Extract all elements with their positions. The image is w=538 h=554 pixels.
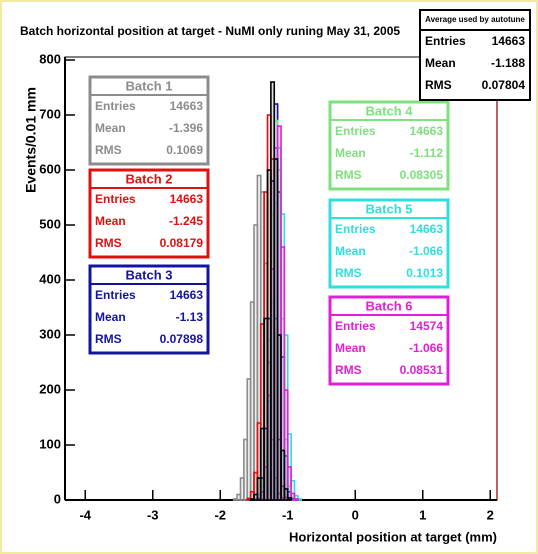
stats-label: Entries: [335, 124, 376, 138]
stats-label: Entries: [335, 319, 376, 333]
stats-box: [88, 168, 210, 259]
y-tick-label: 100: [39, 436, 61, 451]
histogram-bar: [280, 449, 286, 501]
stats-label: RMS: [95, 332, 122, 346]
y-tick-label: 400: [39, 271, 61, 286]
stats-value: 14663: [410, 124, 444, 138]
stats-box: [328, 295, 450, 386]
histogram-bar: [273, 158, 279, 501]
stats-value: -1.066: [409, 341, 443, 355]
legend-label: Batch 3: [126, 267, 173, 282]
stats-label: Mean: [425, 56, 456, 70]
stats-value: 0.08531: [400, 363, 444, 377]
stats-value: 0.07804: [482, 78, 526, 92]
stats-label: Mean: [335, 244, 366, 258]
stats-value: 14663: [170, 99, 204, 113]
x-tick-label: 2: [487, 507, 494, 522]
stats-label: RMS: [335, 168, 362, 182]
x-tick-label: -3: [147, 507, 159, 522]
histogram-bar: [290, 492, 296, 501]
stats-label: Entries: [95, 288, 136, 302]
x-tick-label: -2: [214, 507, 226, 522]
y-axis-label: Events/0.01 mm: [23, 87, 39, 193]
x-tick-label: 1: [419, 507, 426, 522]
histogram-bar: [283, 488, 289, 501]
stats-value: 0.1069: [166, 143, 203, 157]
legend-label: Batch 5: [366, 201, 413, 216]
x-tick-label: 0: [352, 507, 359, 522]
stats-value: -1.188: [491, 56, 525, 70]
stats-label: Mean: [95, 310, 126, 324]
x-axis-label: Horizontal position at target (mm): [289, 529, 497, 544]
stats-box: [88, 75, 210, 166]
stats-value: -1.066: [409, 244, 443, 258]
stats-label: Mean: [335, 341, 366, 355]
stats-label: Entries: [95, 99, 136, 113]
stats-value: 14663: [410, 222, 444, 236]
y-tick-label: 600: [39, 161, 61, 176]
x-tick-label: -1: [282, 507, 294, 522]
stats-label: Entries: [95, 192, 136, 206]
stats-value: 0.08179: [160, 236, 204, 250]
stats-label: Mean: [335, 146, 366, 160]
y-tick-label: 800: [39, 51, 61, 66]
average-box: [419, 9, 531, 101]
y-tick-label: 0: [54, 491, 61, 506]
legend-label: Batch 2: [126, 171, 173, 186]
stats-value: 0.07898: [160, 332, 204, 346]
stats-label: Entries: [335, 222, 376, 236]
chart-title: Batch horizontal position at target - Nu…: [20, 24, 400, 38]
average-box-title: Average used by autotune: [425, 15, 525, 24]
stats-value: 14663: [170, 192, 204, 206]
stats-box: [328, 100, 450, 191]
stats-label: RMS: [335, 363, 362, 377]
histogram-bar: [293, 498, 299, 501]
legend-label: Batch 1: [126, 78, 173, 93]
legend-label: Batch 6: [366, 298, 413, 313]
stats-value: -1.396: [169, 121, 203, 135]
stats-box: [328, 198, 450, 289]
stats-box: [88, 264, 210, 355]
stats-label: Entries: [425, 34, 466, 48]
stats-value: -1.13: [176, 310, 204, 324]
stats-value: 0.08305: [400, 168, 444, 182]
stats-value: 14574: [410, 319, 444, 333]
y-tick-label: 700: [39, 106, 61, 121]
y-tick-label: 200: [39, 381, 61, 396]
y-tick-label: 500: [39, 216, 61, 231]
stats-value: 14663: [492, 34, 526, 48]
histogram-bar: [276, 334, 282, 501]
stats-value: 0.1013: [406, 266, 443, 280]
stats-label: Mean: [95, 214, 126, 228]
stats-label: RMS: [95, 236, 122, 250]
stats-label: RMS: [425, 78, 452, 92]
stats-label: Mean: [95, 121, 126, 135]
stats-label: RMS: [335, 266, 362, 280]
y-tick-label: 300: [39, 326, 61, 341]
stats-value: 14663: [170, 288, 204, 302]
stats-value: -1.112: [410, 146, 444, 160]
legend-label: Batch 4: [366, 103, 414, 118]
stats-value: -1.245: [169, 214, 203, 228]
stats-label: RMS: [95, 143, 122, 157]
x-tick-label: -4: [79, 507, 91, 522]
histogram-bar: [286, 496, 292, 501]
